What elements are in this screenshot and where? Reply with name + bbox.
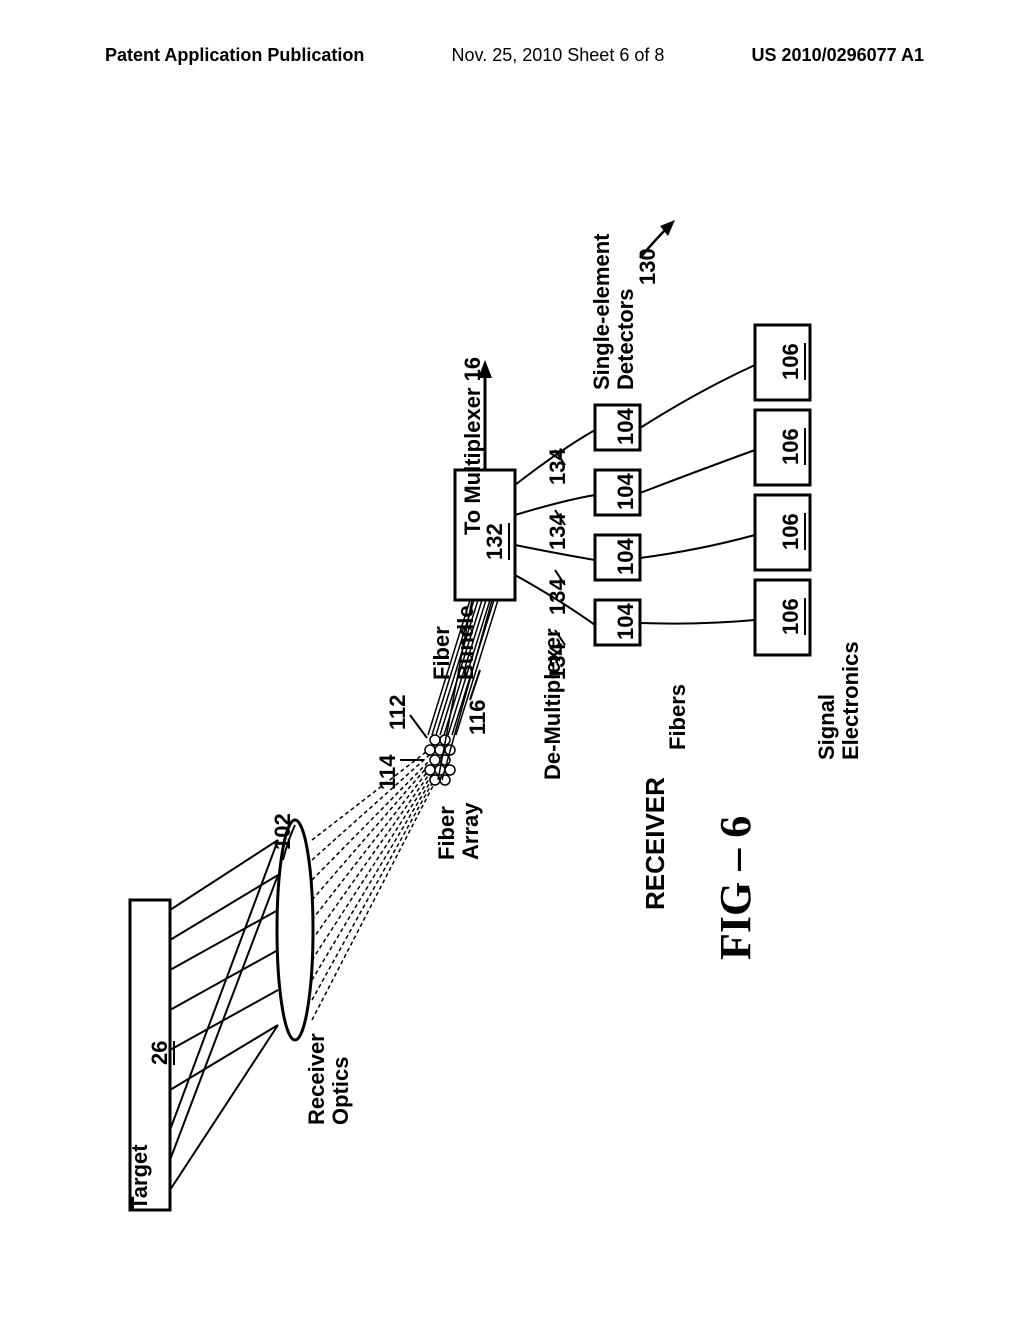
page-header: Patent Application Publication Nov. 25, … (0, 45, 1024, 66)
ref-134-2: 134 (545, 513, 571, 550)
label-to-multiplexer: To Multiplexer 16 (460, 357, 486, 535)
label-receiver-optics-text: ReceiverOptics (304, 1033, 353, 1125)
ref-114: 114 (375, 755, 401, 791)
ref-104-3: 104 (613, 538, 641, 575)
label-fiber-bundle: FiberBundle (430, 605, 478, 680)
ref-116: 116 (465, 700, 491, 736)
label-signal-electronics: SignalElectronics (815, 641, 863, 760)
label-se-text: SignalElectronics (814, 641, 863, 760)
ref-106-3: 106 (778, 513, 806, 550)
label-fibers: Fibers (665, 684, 691, 750)
label-receiver-optics: ReceiverOptics (305, 1033, 353, 1125)
label-target: Target (127, 1144, 153, 1210)
ref-112: 112 (385, 695, 411, 731)
header-right: US 2010/0296077 A1 (752, 45, 924, 66)
figure-caption: FIG – 6 (710, 816, 761, 960)
ref-26: 26 (147, 1041, 175, 1065)
ref-104-1: 104 (613, 408, 641, 445)
ref-104-2: 104 (613, 473, 641, 510)
ref-132: 132 (482, 523, 510, 560)
header-left: Patent Application Publication (105, 45, 364, 66)
header-center: Nov. 25, 2010 Sheet 6 of 8 (452, 45, 665, 66)
ref-104-4: 104 (613, 603, 641, 640)
ref-106-4: 106 (778, 598, 806, 635)
label-fiber-array: FiberArray (435, 803, 483, 860)
label-sed-text: Single-elementDetectors (589, 234, 638, 390)
figure-container: Target 26 ReceiverOptics 102 112 114 Fib… (100, 140, 924, 1240)
ref-106-2: 106 (778, 428, 806, 465)
ref-134-4: 134 (545, 643, 571, 680)
ref-134-1: 134 (545, 448, 571, 485)
label-fiber-array-text: FiberArray (434, 803, 483, 860)
ref-102: 102 (270, 813, 296, 850)
label-receiver: RECEIVER (640, 777, 671, 910)
ref-106-1: 106 (778, 343, 806, 380)
receiver-diagram (100, 140, 924, 1240)
label-fiber-bundle-text: FiberBundle (429, 605, 478, 680)
ref-130: 130 (635, 248, 661, 285)
label-single-element-detectors: Single-elementDetectors (590, 234, 638, 390)
ref-134-3: 134 (545, 578, 571, 615)
